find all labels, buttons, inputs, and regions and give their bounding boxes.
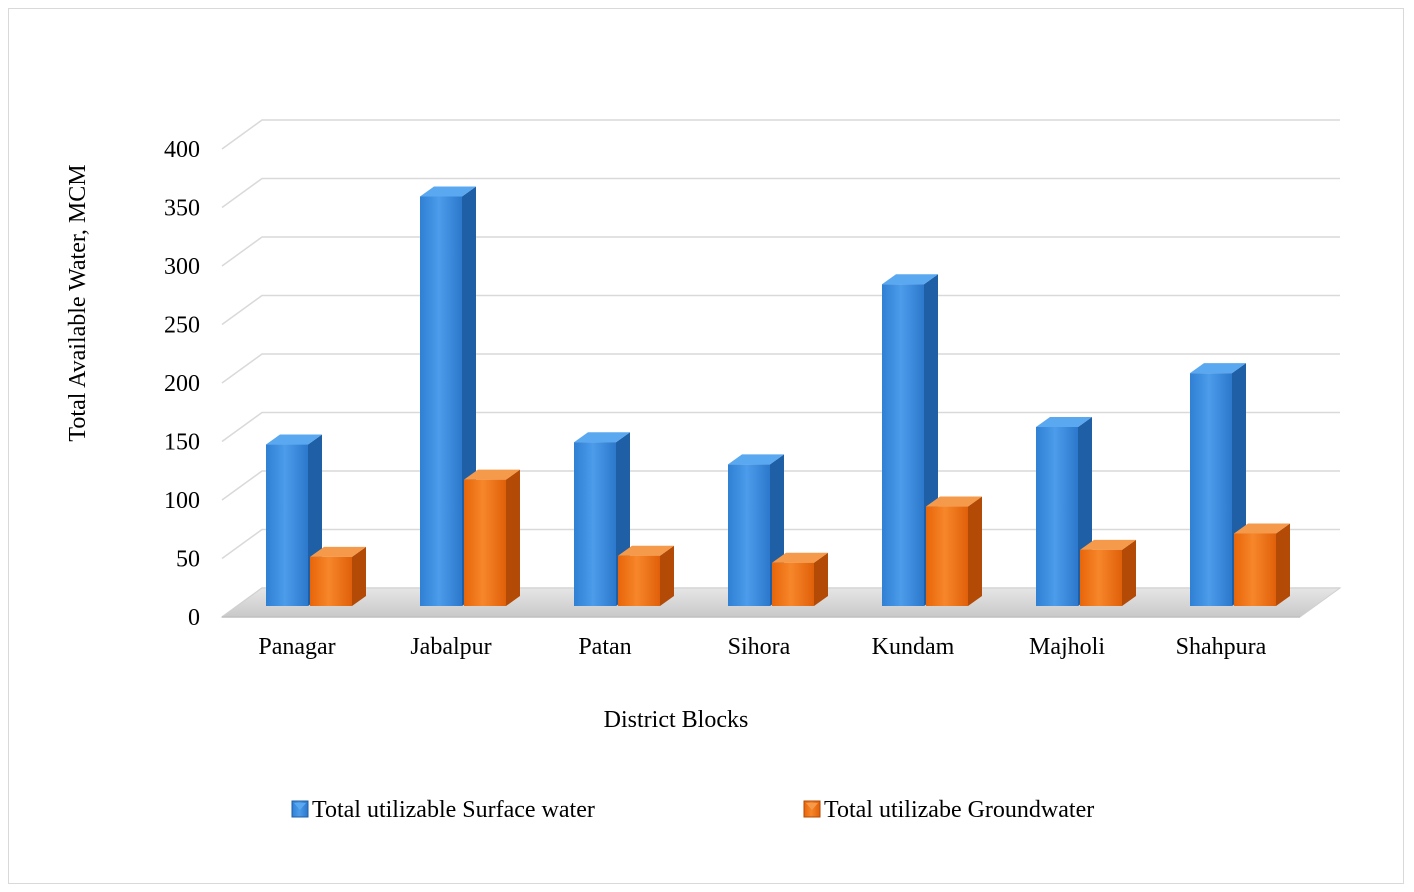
bar-front [266,444,308,606]
bar-side [660,545,674,606]
y-tick-label: 350 [164,196,200,222]
legend-label: Total utilizabe Groundwater [824,797,1094,823]
bar [1080,539,1136,606]
bar-front [772,562,814,606]
legend-swatch-highlight [294,803,306,810]
bars [266,186,1290,606]
bar [574,432,630,606]
x-tick-label: Patan [578,634,631,660]
bar-front [464,479,506,606]
bar-top [882,274,938,285]
bar-side [1122,539,1136,606]
y-tick-label: 250 [164,313,200,339]
gridline [221,470,1340,501]
gridline [221,236,1340,267]
bar-front [420,196,462,606]
y-tick-label: 150 [164,430,200,456]
legend-item: Total utilizable Surface water [291,797,595,823]
y-tick-label: 300 [164,254,200,280]
bar [618,545,674,606]
x-tick-label: Shahpura [1176,634,1267,660]
legend-label: Total utilizable Surface water [312,797,595,823]
bar [926,496,982,606]
bar-front [310,556,352,606]
y-tick-label: 400 [164,137,200,163]
x-tick-label: Panagar [258,634,335,660]
bar-side [352,546,366,606]
gridline [221,411,1340,443]
bar-front [728,464,770,606]
x-axis-title: District Blocks [604,707,749,733]
bar-top [728,454,784,465]
bar [310,546,366,606]
legend: Total utilizable Surface water Total util… [291,797,1094,823]
bar-side [1276,523,1290,606]
bar-top [1190,363,1246,374]
gridline [221,294,1340,326]
bar-top [1036,416,1092,427]
gridline [221,119,1340,150]
x-tick-label: Kundam [872,634,955,660]
bar-front [1036,426,1078,606]
bar-front [1080,549,1122,606]
legend-swatch-highlight [806,803,818,810]
bar-front [882,284,924,606]
bar-front [574,442,616,606]
bar-top [926,496,982,507]
bar-side [968,496,982,606]
x-tick-label: Sihora [728,634,791,660]
y-tick-label: 200 [164,371,200,397]
bar-top [1080,539,1136,550]
bar [464,469,520,606]
bar-top [618,545,674,556]
y-tick-label: 0 [188,605,200,631]
bar-side [814,552,828,606]
bar-top [574,432,630,443]
bar-front [1234,533,1276,606]
bar-front [618,555,660,606]
bar-top [772,552,828,563]
chart-frame [8,8,1404,884]
bar-front [1190,373,1232,606]
bar [772,552,828,606]
x-axis-ticks: Panagar Jabalpur Patan Sihora Kundam Majholi S… [258,634,1266,660]
bar-top [266,434,322,445]
x-tick-label: Majholi [1029,634,1105,660]
bar-top [420,186,476,197]
gridline [221,177,1340,209]
legend-item: Total utilizabe Groundwater [803,797,1094,823]
y-axis-title: Total Available Water, MCM [65,164,91,441]
bar [1234,523,1290,606]
y-tick-label: 100 [164,488,200,514]
bar-top [1234,523,1290,534]
y-axis-ticks: 0 50 100 150 200 250 300 350 400 [164,137,200,631]
x-tick-label: Jabalpur [410,634,491,660]
bar-side [506,469,520,606]
y-tick-label: 50 [176,547,200,573]
bar-front [926,506,968,606]
bar-top [464,469,520,480]
bar-top [310,546,366,557]
gridline [221,353,1340,384]
